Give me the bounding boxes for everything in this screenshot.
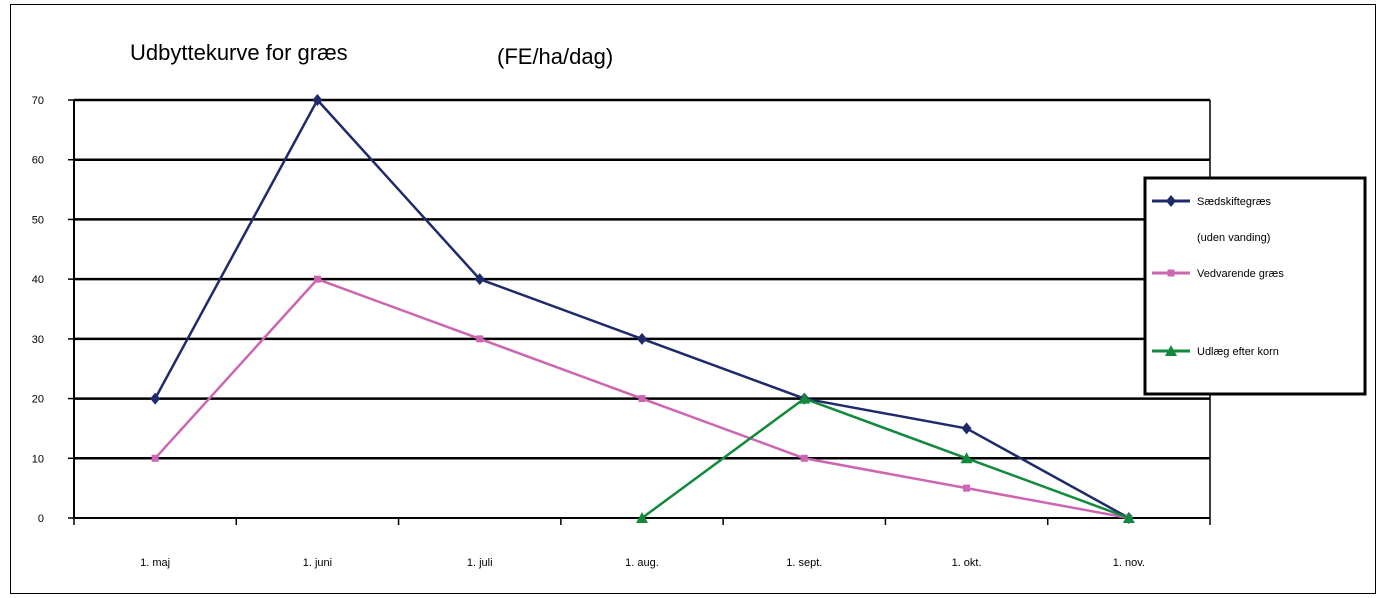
legend-item: Sædskiftegræs (uden vanding) <box>1152 195 1271 244</box>
data-point-diamond <box>474 273 485 286</box>
data-point-diamond <box>1166 195 1176 207</box>
series-line <box>641 397 1130 520</box>
y-tick-label: 30 <box>32 334 44 346</box>
chart-frame <box>10 4 1376 594</box>
y-tick-label: 50 <box>32 214 44 226</box>
x-tick-label: 1. okt. <box>952 557 982 569</box>
legend-label: Sædskiftegræs <box>1197 196 1271 208</box>
chart-unit-label: (FE/ha/dag) <box>497 44 613 69</box>
data-point-triangle <box>960 452 973 464</box>
data-point-triangle <box>798 392 811 404</box>
data-point-triangle <box>1122 512 1135 523</box>
x-tick-label: 1. juni <box>303 557 332 569</box>
data-point-triangle <box>636 512 648 523</box>
data-point-diamond <box>150 392 161 405</box>
data-point-diamond <box>637 332 647 345</box>
series-3 <box>636 392 1135 523</box>
legend-label-line2: (uden vanding) <box>1197 232 1270 244</box>
x-tick-labels: 1. maj 1. juni 1. juli 1. aug. 1. sept. 1. ok… <box>140 557 1145 569</box>
data-point-square <box>151 454 159 462</box>
y-tick-label: 40 <box>32 274 44 286</box>
x-tick-label: 1. juli <box>467 557 493 569</box>
y-tick-label: 70 <box>32 95 44 107</box>
legend-box <box>1143 176 1367 396</box>
series-line <box>154 98 1130 520</box>
data-point-square <box>638 395 646 403</box>
x-tick-label: 1. maj <box>140 557 170 569</box>
y-tick-labels: 0 10 20 30 40 50 60 70 <box>32 95 44 525</box>
data-point-square <box>476 335 484 343</box>
x-tick-label: 1. sept. <box>786 557 822 569</box>
chart-title: Udbyttekurve for græs <box>130 40 348 65</box>
legend-item: Vedvarende græs <box>1152 268 1284 280</box>
data-point-square <box>800 454 808 462</box>
x-tick-label: 1. aug. <box>625 557 659 569</box>
y-tick-label: 20 <box>32 394 44 406</box>
legend: Sædskiftegræs (uden vanding) Vedvarende gr… <box>1143 176 1367 396</box>
data-point-square <box>963 484 971 492</box>
data-point-square <box>1167 269 1175 277</box>
axes <box>68 99 1211 525</box>
gridlines <box>74 98 1210 460</box>
x-tick-label: 1. nov. <box>1113 557 1145 569</box>
data-point-triangle <box>1165 345 1177 356</box>
data-point-diamond <box>961 422 972 435</box>
data-point-diamond <box>312 94 323 106</box>
y-tick-label: 60 <box>32 155 44 167</box>
legend-label: Vedvarende græs <box>1197 268 1284 280</box>
y-tick-label: 10 <box>32 453 44 465</box>
legend-item: Udlæg efter korn <box>1152 345 1279 358</box>
series-group <box>150 94 1135 524</box>
data-point-square <box>313 275 321 283</box>
y-tick-label: 0 <box>38 513 44 525</box>
legend-label: Udlæg efter korn <box>1197 346 1279 358</box>
